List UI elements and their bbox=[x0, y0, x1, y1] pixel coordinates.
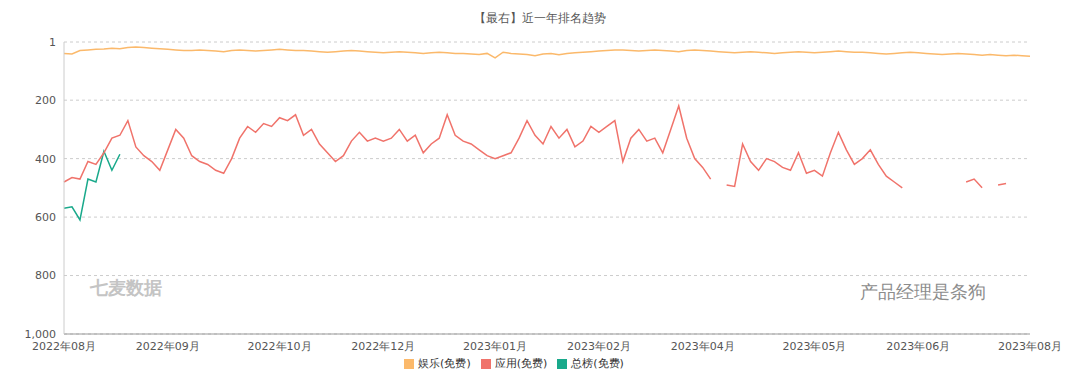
svg-text:2023年06月: 2023年06月 bbox=[886, 340, 950, 353]
html-text:产品经理是条狗: 产品经理是条狗 bbox=[860, 281, 986, 302]
svg-text:600: 600 bbox=[35, 211, 56, 224]
svg-text:2023年01月: 2023年01月 bbox=[463, 340, 527, 353]
svg-text:200: 200 bbox=[35, 94, 56, 107]
svg-text:2022年09月: 2022年09月 bbox=[136, 340, 200, 353]
html-text:总榜(免费): 总榜(免费) bbox=[571, 357, 624, 370]
svg-text:2022年08月: 2022年08月 bbox=[32, 340, 96, 353]
html-text:【最右】近一年排名趋势: 【最右】近一年排名趋势 bbox=[474, 11, 606, 25]
svg-text:2023年02月: 2023年02月 bbox=[567, 340, 631, 353]
html-text:娱乐(免费): 娱乐(免费) bbox=[418, 357, 471, 370]
html-text:七麦数据: 七麦数据 bbox=[90, 277, 162, 298]
svg-text:2022年12月: 2022年12月 bbox=[351, 340, 415, 353]
svg-text:2023年05月: 2023年05月 bbox=[782, 340, 846, 353]
svg-text:2023年08月: 2023年08月 bbox=[998, 340, 1062, 353]
html-text:应用(免费): 应用(免费) bbox=[494, 357, 548, 370]
svg-text:2023年04月: 2023年04月 bbox=[671, 340, 735, 353]
svg-text:400: 400 bbox=[35, 153, 56, 166]
svg-text:800: 800 bbox=[35, 269, 56, 282]
svg-text:2022年10月: 2022年10月 bbox=[248, 340, 312, 353]
svg-text:1: 1 bbox=[49, 36, 56, 49]
svg-text:1,000: 1,000 bbox=[25, 328, 57, 341]
